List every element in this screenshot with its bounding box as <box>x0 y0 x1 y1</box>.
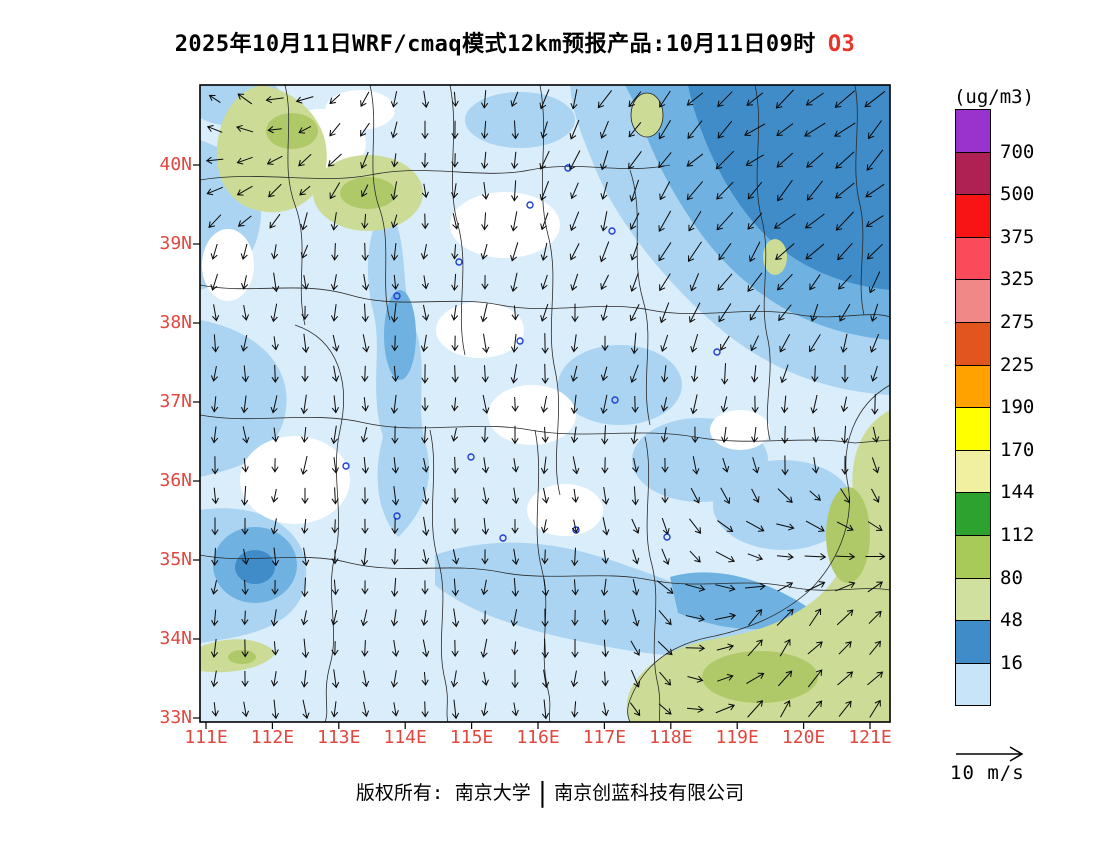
legend-cell-275 <box>955 279 991 323</box>
legend-cell-80 <box>955 535 991 579</box>
legend-cell-700 <box>955 109 991 153</box>
lon-label-117E: 117E <box>582 727 627 748</box>
lon-label-118E: 118E <box>649 727 693 748</box>
legend-value-170: 170 <box>1000 438 1035 461</box>
station-marker <box>516 337 524 345</box>
station-marker <box>526 201 534 209</box>
legend-cell-225 <box>955 322 991 366</box>
legend-value-700: 700 <box>1000 140 1035 163</box>
wind-scale-label: 10 m/s <box>950 762 1025 784</box>
legend-cell-190 <box>955 364 991 409</box>
legend-value-16: 16 <box>1000 651 1023 674</box>
station-marker <box>713 348 721 356</box>
forecast-map <box>193 84 891 729</box>
station-marker <box>455 258 463 266</box>
lon-label-112E: 112E <box>250 727 295 748</box>
pollutant-label: O3 <box>827 32 856 57</box>
lon-label-116E: 116E <box>516 727 560 748</box>
legend-value-325: 325 <box>1000 268 1035 291</box>
legend-value-112: 112 <box>1000 524 1035 546</box>
small-terrain-blob <box>630 92 664 138</box>
contour-fill-layer <box>200 85 890 722</box>
lon-label-121E: 121E <box>848 727 892 748</box>
lon-label-119E: 119E <box>715 727 759 748</box>
legend-units-label: (ug/m3) <box>953 86 1035 108</box>
station-marker <box>663 533 671 541</box>
lon-label-115E: 115E <box>449 727 494 748</box>
copyright-divider: | <box>536 777 549 809</box>
legend-value-225: 225 <box>1000 353 1035 376</box>
lat-label-37N: 37N <box>159 391 192 412</box>
legend-value-48: 48 <box>1000 609 1023 632</box>
legend-cell-low <box>955 662 991 707</box>
copyright-owner: 版权所有: 南京大学 <box>355 782 531 804</box>
legend-cell-16 <box>955 620 991 664</box>
lat-label-33N: 33N <box>159 707 192 728</box>
wind-vector-field <box>205 89 886 720</box>
station-marker <box>499 534 507 542</box>
station-marker <box>342 462 350 470</box>
lon-label-114E: 114E <box>383 727 427 748</box>
legend-value-275: 275 <box>1000 311 1035 333</box>
copyright-company: 南京创蓝科技有限公司 <box>554 782 745 804</box>
lat-label-34N: 34N <box>159 628 192 649</box>
legend-cell-112 <box>955 492 991 536</box>
lat-label-39N: 39N <box>159 233 192 254</box>
lat-label-40N: 40N <box>159 154 192 175</box>
wind-scale-arrow <box>956 746 1024 762</box>
lon-label-111E: 111E <box>184 727 228 748</box>
legend-cell-375 <box>955 194 991 238</box>
legend-cell-500 <box>955 151 991 196</box>
figure-title: 2025年10月11日WRF/cmaq模式12km预报产品:10月11日09时 O… <box>0 26 1030 58</box>
station-marker <box>611 396 619 404</box>
axis-ticks <box>193 164 871 729</box>
station-marker <box>608 227 616 235</box>
station-marker <box>393 512 401 520</box>
lat-label-36N: 36N <box>159 470 192 491</box>
legend-value-500: 500 <box>1000 183 1035 206</box>
map-frame <box>199 84 891 723</box>
station-marker <box>572 526 580 534</box>
legend-cell-170 <box>955 407 991 451</box>
lat-label-38N: 38N <box>159 312 192 333</box>
legend-value-144: 144 <box>1000 481 1035 504</box>
copyright-line: 版权所有: 南京大学 | 南京创蓝科技有限公司 <box>0 778 1100 809</box>
station-markers <box>342 164 721 542</box>
station-marker <box>393 292 401 300</box>
legend-value-190: 190 <box>1000 396 1035 419</box>
station-marker <box>467 453 475 461</box>
legend-cell-144 <box>955 449 991 494</box>
legend-cell-325 <box>955 236 991 281</box>
legend-value-80: 80 <box>1000 566 1023 589</box>
lon-label-120E: 120E <box>781 727 826 748</box>
lon-label-113E: 113E <box>317 727 361 748</box>
legend-cell-48 <box>955 577 991 622</box>
figure-title-text: 2025年10月11日WRF/cmaq模式12km预报产品:10月11日09时 <box>174 32 816 57</box>
legend-value-375: 375 <box>1000 225 1035 248</box>
lat-label-35N: 35N <box>159 549 192 570</box>
